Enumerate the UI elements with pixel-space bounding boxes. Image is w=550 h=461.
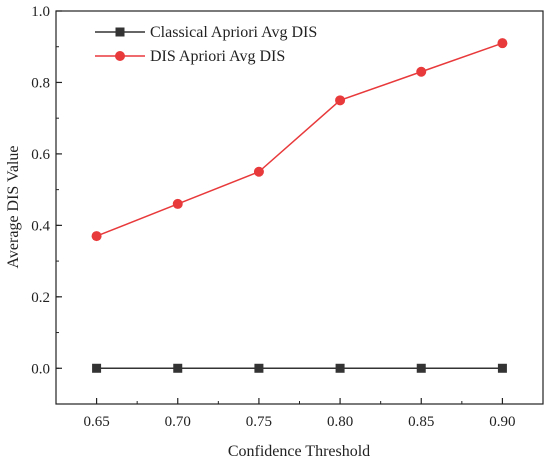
data-point [416, 363, 426, 373]
y-axis-label: Average DIS Value [5, 146, 22, 269]
data-point [92, 363, 102, 373]
data-point [416, 66, 427, 77]
data-point [173, 363, 183, 373]
y-tick-label: 0.0 [31, 361, 50, 377]
data-point [335, 363, 345, 373]
x-tick-label: 0.80 [327, 414, 353, 430]
series-line-1 [96, 42, 503, 237]
y-tick-label: 0.8 [31, 75, 50, 91]
legend-label: Classical Apriori Avg DIS [150, 24, 317, 41]
data-point [91, 231, 102, 242]
x-tick-label: 0.75 [246, 414, 272, 430]
y-tick-label: 1.0 [31, 4, 50, 20]
y-tick-label: 0.2 [31, 290, 50, 306]
series-layer [91, 38, 508, 373]
x-axis: 0.65 0.70 0.75 0.80 0.85 0.90 [83, 398, 516, 430]
legend-marker [115, 51, 125, 61]
data-point [253, 166, 264, 177]
data-point [497, 363, 507, 373]
y-tick-label: 0.6 [31, 147, 50, 163]
x-tick-label: 0.85 [408, 414, 434, 430]
data-point [497, 38, 508, 49]
x-tick-label: 0.70 [165, 414, 191, 430]
legend: Classical Apriori Avg DIS DIS Apriori Avg… [95, 24, 317, 65]
plot-area-frame [55, 10, 544, 405]
legend-label: DIS Apriori Avg DIS [150, 48, 285, 65]
data-point [335, 95, 346, 106]
data-point [254, 363, 264, 373]
y-tick-label: 0.4 [31, 218, 50, 234]
x-tick-label: 0.90 [489, 414, 515, 430]
x-axis-label: Confidence Threshold [228, 443, 370, 460]
y-axis: 0.0 0.2 0.4 0.6 0.8 1.0 [31, 4, 62, 405]
data-point [172, 198, 183, 209]
legend-marker [115, 27, 125, 37]
x-tick-label: 0.65 [83, 414, 109, 430]
